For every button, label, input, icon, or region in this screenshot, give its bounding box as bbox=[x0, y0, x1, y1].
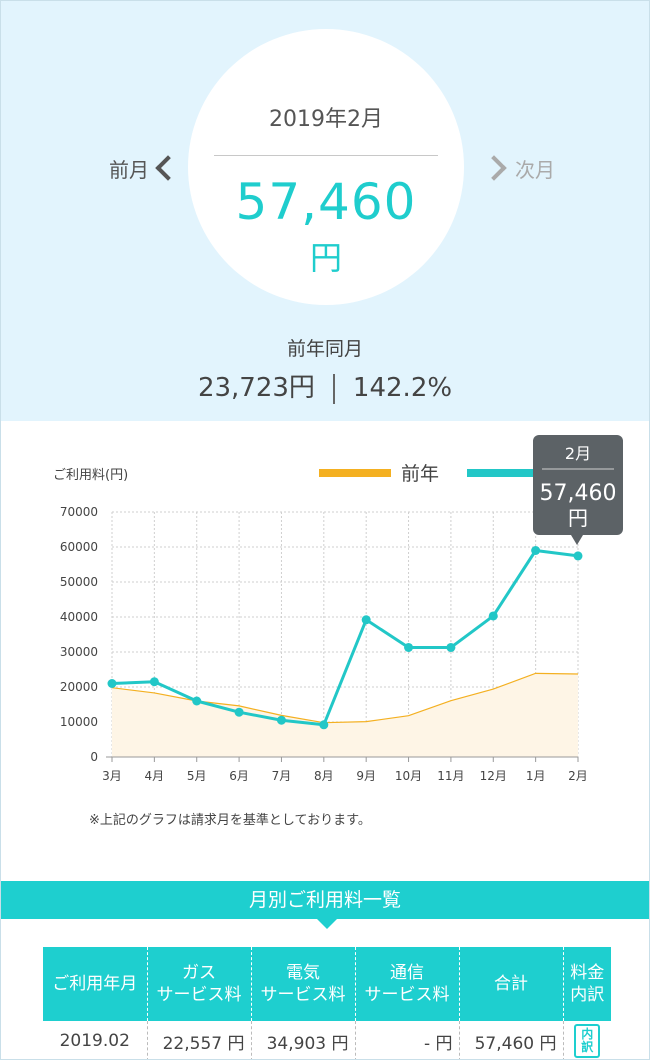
series-curr-point[interactable] bbox=[573, 551, 583, 561]
y-tick-label: 60000 bbox=[60, 540, 98, 554]
tooltip-pointer bbox=[571, 535, 583, 545]
legend-curr-swatch bbox=[467, 469, 539, 477]
series-curr-point[interactable] bbox=[192, 696, 202, 706]
y-tick-label: 50000 bbox=[60, 575, 98, 589]
x-tick-label: 6月 bbox=[229, 769, 249, 783]
next-month-button[interactable]: 次月 bbox=[479, 151, 555, 185]
compare-ratio: 142.2% bbox=[352, 373, 453, 403]
cell-detail: 内訳 bbox=[563, 1021, 611, 1059]
tooltip-month: 2月 bbox=[565, 444, 591, 463]
col-header-total-label: 合計 bbox=[494, 974, 528, 994]
amount-circle: 2019年2月 57,460 円 bbox=[188, 29, 464, 305]
x-tick-label: 1月 bbox=[526, 769, 546, 783]
series-curr-point[interactable] bbox=[446, 642, 456, 652]
current-amount: 57,460 bbox=[235, 173, 417, 231]
y-tick-label: 30000 bbox=[60, 645, 98, 659]
monthly-list-banner: 月別ご利用料一覧 bbox=[1, 881, 649, 919]
current-amount-unit: 円 bbox=[309, 239, 342, 277]
cell-date: 2019.02 bbox=[43, 1021, 148, 1059]
monthly-usage-table: ご利用年月 ガス サービス料 電気 サービス料 通信 サービス料 合計 料金 内訳 20… bbox=[43, 947, 611, 1059]
y-tick-label: 20000 bbox=[60, 680, 98, 694]
next-month-label: 次月 bbox=[515, 157, 555, 182]
cell-total: 57,460 円 bbox=[459, 1021, 564, 1059]
cell-telecom: - 円 bbox=[355, 1021, 460, 1059]
series-curr-point[interactable] bbox=[488, 611, 498, 621]
legend-prev-swatch bbox=[319, 469, 391, 477]
x-tick-label: 11月 bbox=[437, 769, 464, 783]
chevron-right-icon bbox=[481, 155, 507, 181]
compare-separator bbox=[332, 373, 335, 404]
col-header-telecom-line1: 通信 bbox=[390, 963, 424, 983]
y-tick-label: 10000 bbox=[60, 715, 98, 729]
series-curr-point[interactable] bbox=[276, 715, 286, 725]
cell-electric: 34,903 円 bbox=[251, 1021, 356, 1059]
col-header-detail-line2: 内訳 bbox=[570, 985, 605, 1005]
x-tick-label: 7月 bbox=[272, 769, 292, 783]
col-header-electric-line2: サービス料 bbox=[260, 985, 346, 1005]
usage-chart: 0 10000 20000 30000 40000 50000 60000 70000 3月 4月… bbox=[1, 421, 649, 861]
x-tick-label: 8月 bbox=[314, 769, 334, 783]
table-header-row: ご利用年月 ガス サービス料 電気 サービス料 通信 サービス料 合計 料金 内訳 bbox=[43, 947, 611, 1021]
series-curr-point[interactable] bbox=[234, 707, 244, 717]
compare-title: 前年同月 bbox=[286, 338, 363, 360]
tooltip-unit: 円 bbox=[568, 506, 588, 530]
chart-note: ※上記のグラフは請求月を基準としております。 bbox=[89, 813, 371, 828]
usage-chart-svg: 0 10000 20000 30000 40000 50000 60000 70000 3月 4月… bbox=[53, 435, 623, 783]
col-header-electric: 電気 サービス料 bbox=[251, 947, 356, 1021]
prev-month-button[interactable]: 前月 bbox=[109, 151, 181, 185]
col-header-date: ご利用年月 bbox=[43, 947, 148, 1021]
summary-header: 2019年2月 57,460 円 前月 次月 前年同月 23,723円 142.2… bbox=[1, 1, 649, 421]
col-header-gas-line1: ガス bbox=[182, 963, 216, 983]
series-curr-point[interactable] bbox=[361, 615, 371, 625]
cell-gas: 22,557 円 bbox=[147, 1021, 252, 1059]
series-prev-line bbox=[111, 672, 579, 724]
x-tick-label: 10月 bbox=[395, 769, 422, 783]
legend-prev-label[interactable]: 前年 bbox=[401, 463, 439, 485]
col-header-date-label: ご利用年月 bbox=[52, 974, 138, 994]
x-tick-label: 9月 bbox=[356, 769, 376, 783]
series-curr-line bbox=[111, 549, 579, 727]
x-tick-label: 2月 bbox=[568, 769, 588, 783]
current-month: 2019年2月 bbox=[269, 107, 383, 132]
col-header-total: 合計 bbox=[459, 947, 564, 1021]
compare-row: 23,723円 142.2% bbox=[1, 367, 649, 404]
col-header-gas: ガス サービス料 bbox=[147, 947, 252, 1021]
col-header-electric-line1: 電気 bbox=[286, 963, 320, 983]
chevron-left-icon bbox=[155, 155, 181, 181]
series-prev-area bbox=[112, 673, 578, 757]
col-header-gas-line2: サービス料 bbox=[156, 985, 242, 1005]
table-row: 2019.02 22,557 円 34,903 円 - 円 57,460 円 内… bbox=[43, 1021, 611, 1059]
detail-button[interactable]: 内訳 bbox=[574, 1024, 601, 1058]
y-tick-label: 0 bbox=[90, 750, 98, 764]
col-header-detail-line1: 料金 bbox=[570, 963, 605, 983]
banner-arrow bbox=[317, 919, 337, 929]
x-tick-label: 4月 bbox=[145, 769, 165, 783]
y-tick-label: 40000 bbox=[60, 610, 98, 624]
col-header-telecom: 通信 サービス料 bbox=[355, 947, 460, 1021]
x-tick-label: 3月 bbox=[102, 769, 122, 783]
tooltip-box bbox=[533, 435, 623, 535]
circle-divider bbox=[214, 155, 438, 156]
col-header-telecom-line2: サービス料 bbox=[364, 985, 450, 1005]
y-axis-label: ご利用料(円) bbox=[53, 467, 128, 483]
prev-month-label: 前月 bbox=[109, 157, 149, 182]
series-curr-point[interactable] bbox=[319, 720, 329, 730]
y-tick-label: 70000 bbox=[60, 505, 98, 519]
col-header-detail: 料金 内訳 bbox=[563, 947, 611, 1021]
x-tick-label: 12月 bbox=[480, 769, 507, 783]
chart-tooltip: 2月 57,460 円 bbox=[533, 435, 623, 545]
tooltip-value: 57,460 bbox=[540, 481, 617, 506]
x-tick-label: 5月 bbox=[187, 769, 207, 783]
series-curr-point[interactable] bbox=[149, 677, 159, 687]
series-curr-point[interactable] bbox=[531, 546, 541, 555]
series-curr-point[interactable] bbox=[107, 679, 117, 688]
series-curr-point[interactable] bbox=[404, 642, 414, 652]
compare-amount: 23,723円 bbox=[197, 373, 315, 403]
